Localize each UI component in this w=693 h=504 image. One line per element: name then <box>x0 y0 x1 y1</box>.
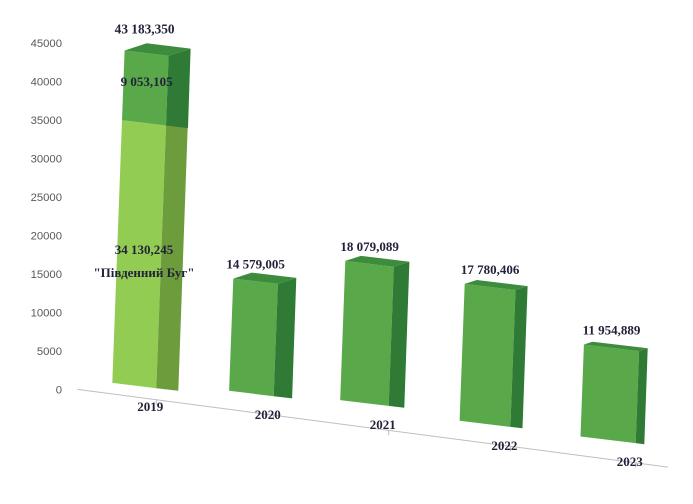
svg-text:30000: 30000 <box>31 154 62 166</box>
svg-text:43 183,350: 43 183,350 <box>115 22 175 37</box>
svg-text:9 053,105: 9 053,105 <box>121 74 174 89</box>
svg-text:2022: 2022 <box>491 438 517 453</box>
svg-text:35000: 35000 <box>31 115 62 127</box>
svg-text:15000: 15000 <box>31 269 62 281</box>
svg-text:10000: 10000 <box>31 308 62 320</box>
svg-text:25000: 25000 <box>31 192 62 204</box>
svg-text:2023: 2023 <box>617 454 644 469</box>
svg-text:40000: 40000 <box>31 77 62 89</box>
svg-text:18 079,089: 18 079,089 <box>340 239 399 254</box>
svg-text:45000: 45000 <box>31 38 62 50</box>
svg-text:14 579,005: 14 579,005 <box>226 257 285 272</box>
svg-text:2021: 2021 <box>370 417 396 432</box>
svg-text:2019: 2019 <box>137 399 164 414</box>
svg-text:2020: 2020 <box>255 407 281 422</box>
svg-text:5000: 5000 <box>37 346 62 358</box>
svg-text:20000: 20000 <box>31 231 62 243</box>
svg-text:17 780,406: 17 780,406 <box>461 262 520 277</box>
svg-text:0: 0 <box>56 385 62 397</box>
svg-text:34 130,245: 34 130,245 <box>115 242 174 257</box>
svg-text:"Південний Буг": "Південний Буг" <box>93 265 194 280</box>
svg-text:11 954,889: 11 954,889 <box>583 323 641 338</box>
